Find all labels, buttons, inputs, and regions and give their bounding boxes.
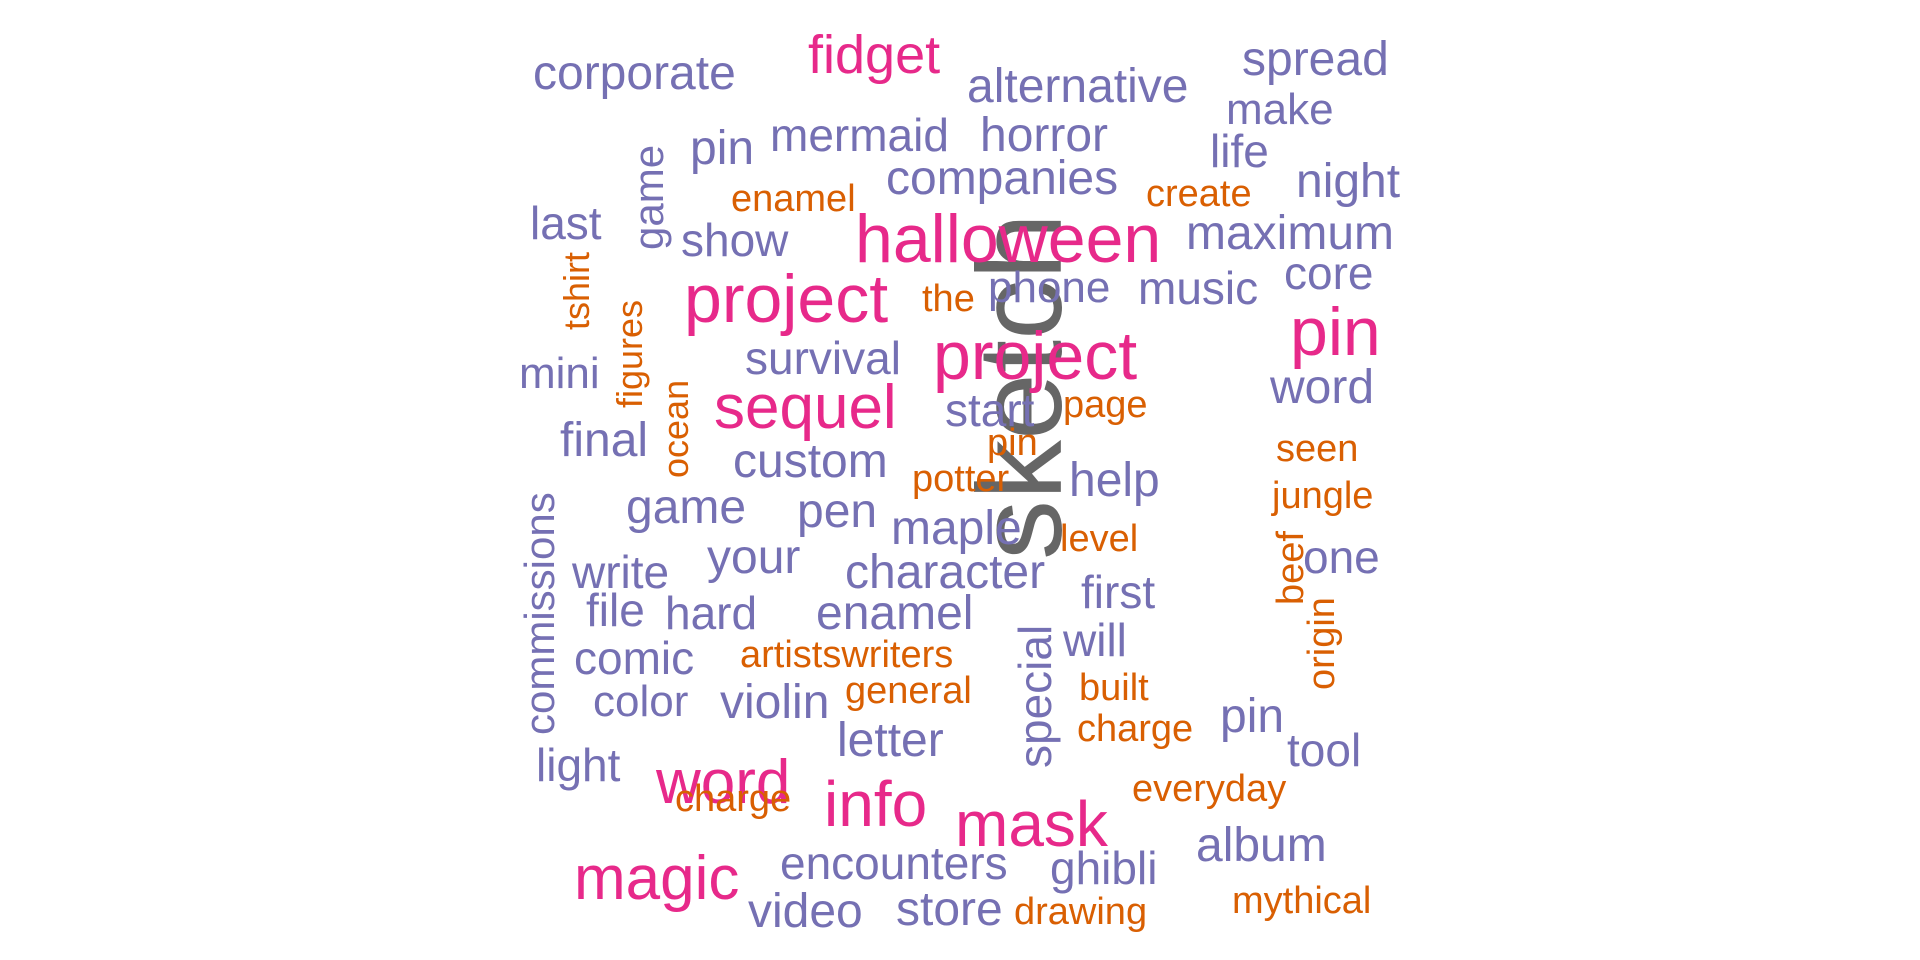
word-cloud-term: hard xyxy=(665,587,758,639)
word-cloud-term: night xyxy=(1296,155,1401,208)
word-cloud-term: character xyxy=(845,546,1046,599)
word-cloud-term: spread xyxy=(1242,33,1389,86)
word-cloud-term: start xyxy=(945,384,1035,436)
word-cloud-term: charge xyxy=(675,778,792,820)
word-cloud-term: beef xyxy=(1270,531,1312,605)
word-cloud-term: show xyxy=(681,214,789,266)
word-cloud-term: game xyxy=(626,481,747,534)
word-cloud-term: pin xyxy=(987,422,1038,464)
word-cloud-term: general xyxy=(845,670,972,712)
word-cloud-term: magic xyxy=(574,844,740,913)
word-cloud-term: built xyxy=(1079,667,1149,709)
word-cloud-term: last xyxy=(530,197,602,249)
word-cloud-term: letter xyxy=(837,714,944,767)
word-cloud-term: ocean xyxy=(655,379,696,478)
word-cloud-term: encounters xyxy=(780,837,1008,889)
word-cloud-term: mythical xyxy=(1232,880,1372,922)
word-cloud-term: seen xyxy=(1276,428,1359,470)
word-cloud-term: pin xyxy=(1220,690,1285,743)
word-cloud-term: final xyxy=(560,414,649,467)
word-cloud-term: mermaid xyxy=(770,109,949,161)
word-cloud-term: violin xyxy=(720,676,830,729)
word-cloud-term: pin xyxy=(1290,294,1381,370)
word-cloud-term: companies xyxy=(886,152,1119,205)
word-cloud-term: info xyxy=(824,768,928,840)
word-cloud-term: jungle xyxy=(1272,475,1374,517)
word-cloud-term: tool xyxy=(1287,724,1362,776)
word-cloud-term: origin xyxy=(1301,597,1343,690)
word-cloud-term: life xyxy=(1210,125,1269,177)
word-cloud-term: horror xyxy=(980,109,1109,162)
word-cloud-term: special xyxy=(1009,624,1061,768)
word-cloud-term: make xyxy=(1226,85,1334,134)
word-cloud-term: alternative xyxy=(967,60,1189,113)
word-cloud-term: tshirt xyxy=(556,251,597,330)
word-cloud-term: everyday xyxy=(1132,768,1287,810)
word-cloud-term: maple xyxy=(891,502,1022,555)
word-cloud-term: custom xyxy=(733,435,888,488)
word-cloud-term: phone xyxy=(988,263,1111,312)
word-cloud-term: pen xyxy=(797,485,878,538)
word-cloud-term: level xyxy=(1060,518,1139,560)
word-cloud-term: mini xyxy=(519,349,600,398)
word-cloud-term: word xyxy=(1270,361,1375,414)
word-cloud-term: help xyxy=(1069,454,1160,507)
word-cloud-term: write xyxy=(572,546,670,598)
word-cloud-term: your xyxy=(707,531,801,584)
word-cloud-term: album xyxy=(1196,819,1327,872)
word-cloud-term: potter xyxy=(912,458,1010,500)
word-cloud-term: video xyxy=(748,885,863,938)
word-cloud-term: project xyxy=(684,261,889,337)
word-cloud-term: fidget xyxy=(808,25,941,85)
word-cloud-term: game xyxy=(625,144,672,250)
word-cloud-term: enamel xyxy=(816,587,974,640)
word-cloud-term: maximum xyxy=(1186,207,1395,260)
word-cloud-term: music xyxy=(1138,262,1259,314)
word-cloud-term: word xyxy=(656,748,791,817)
word-cloud-term: core xyxy=(1284,247,1374,299)
word-cloud-term: first xyxy=(1081,566,1156,618)
word-cloud-term: project xyxy=(933,318,1138,394)
word-cloud-term: the xyxy=(922,278,975,320)
word-cloud-term: page xyxy=(1063,384,1148,426)
word-cloud-term: charge xyxy=(1077,708,1194,750)
word-cloud-term: color xyxy=(593,677,689,726)
word-cloud-term: artistswriters xyxy=(740,634,954,676)
word-cloud-term: light xyxy=(536,739,621,791)
word-cloud-term: commissions xyxy=(516,492,563,735)
word-cloud-term: halloween xyxy=(855,201,1162,277)
word-cloud-term: pin xyxy=(690,122,755,175)
word-cloud-term: sequel xyxy=(714,373,897,442)
word-cloud-term: will xyxy=(1063,614,1127,666)
word-cloud-term: figures xyxy=(609,299,650,408)
word-cloud-term: one xyxy=(1303,531,1380,583)
word-cloud-term: file xyxy=(586,584,645,636)
word-cloud-term: corporate xyxy=(533,47,736,100)
word-cloud-term: enamel xyxy=(731,178,856,220)
word-cloud-term: create xyxy=(1146,173,1252,215)
word-cloud-term: mask xyxy=(955,788,1108,860)
word-cloud-term: store xyxy=(896,883,1003,936)
word-cloud-term: ghibli xyxy=(1050,842,1158,894)
word-cloud-term: comic xyxy=(574,632,695,684)
word-cloud-term: drawing xyxy=(1014,891,1148,933)
word-cloud-term: survival xyxy=(745,332,901,384)
